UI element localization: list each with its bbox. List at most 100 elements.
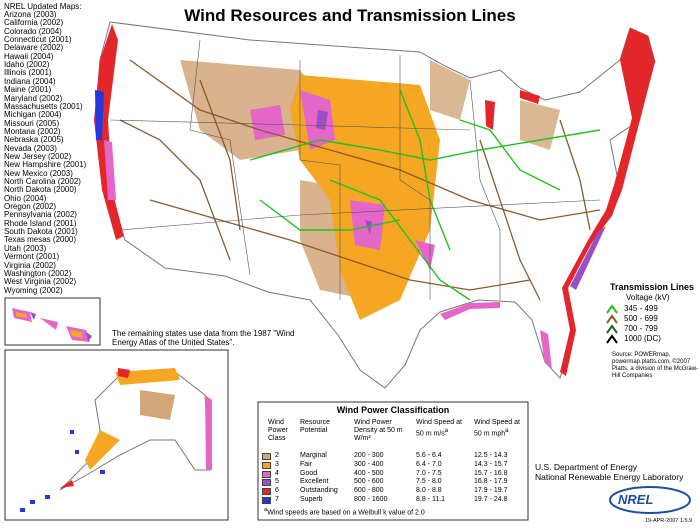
table-cell: Outstanding bbox=[300, 487, 338, 495]
state-entry: Idaho (2002) bbox=[4, 60, 50, 70]
footnote-ref: a bbox=[505, 428, 509, 434]
table-cell: 16.8 - 17.9 bbox=[474, 478, 508, 486]
state-entry: Utah (2003) bbox=[4, 243, 47, 253]
table-cell: 6.4 - 7.0 bbox=[416, 460, 442, 468]
agency: U.S. Department of Energy bbox=[535, 462, 638, 472]
table-header: Wind Speed at 50 m m/sa bbox=[416, 419, 462, 438]
table-cell: 17.9 - 19.7 bbox=[474, 487, 508, 495]
state-entry: West Virginia (2002) bbox=[4, 277, 77, 287]
map-title: Wind Resources and Transmission Lines bbox=[184, 6, 516, 25]
state-entry: New Jersey (2002) bbox=[4, 151, 72, 161]
legend-item: 500 - 699 bbox=[624, 314, 658, 323]
class-swatch bbox=[262, 497, 271, 504]
state-entry: Maryland (2002) bbox=[4, 93, 63, 103]
state-entry: Texas mesas (2000) bbox=[4, 235, 77, 245]
table-box bbox=[257, 401, 529, 521]
list-title: NREL Updated Maps: bbox=[4, 2, 82, 11]
table-cell: 800 - 1600 bbox=[354, 496, 388, 503]
footnote-mark: a bbox=[264, 507, 268, 513]
logo-text: NREL bbox=[618, 492, 654, 507]
state-entry: Rhode Island (2001) bbox=[4, 218, 77, 228]
state-entry: Connecticut (2001) bbox=[4, 35, 72, 45]
state-entry: Arizona (2003) bbox=[4, 10, 57, 19]
table-cell: 6 bbox=[275, 487, 279, 495]
state-entry: New Mexico (2003) bbox=[4, 168, 73, 178]
state-entry: New Hampshire (2001) bbox=[4, 160, 87, 170]
table-cell: 7.5 - 8.0 bbox=[416, 478, 442, 486]
table-cell: 3 bbox=[275, 460, 279, 468]
table-title: Wind Power Classification bbox=[336, 405, 450, 415]
table-header: Resource Potential bbox=[300, 419, 330, 434]
state-entry: Colorado (2004) bbox=[4, 26, 62, 36]
state-entry: Maine (2001) bbox=[4, 85, 52, 95]
state-entry: Missouri (2005) bbox=[4, 118, 60, 128]
state-entry: North Dakota (2000) bbox=[4, 185, 77, 195]
table-cell: 2 bbox=[275, 452, 279, 459]
legend-item: 700 - 799 bbox=[624, 324, 658, 333]
state-entry: Illinois (2001) bbox=[4, 68, 52, 78]
table-cell: 19.7 - 24.8 bbox=[474, 496, 508, 503]
contiguous-us bbox=[94, 21, 656, 389]
state-entry: Oregon (2002) bbox=[4, 202, 57, 212]
table-cell: 5.6 - 6.4 bbox=[416, 452, 442, 459]
table-cell: 12.5 - 14.3 bbox=[474, 452, 508, 459]
remaining-note: The remaining states use data from the 1… bbox=[112, 329, 295, 347]
table-cell: 7 bbox=[275, 496, 279, 503]
alaska-inset bbox=[4, 349, 229, 521]
table-cell: 5 bbox=[275, 478, 279, 486]
state-entry: Ohio (2004) bbox=[4, 193, 47, 203]
legend-title: Transmission Lines bbox=[610, 282, 695, 292]
state-entry: Indiana (2004) bbox=[4, 76, 56, 86]
table-cell: 4 bbox=[275, 469, 279, 477]
nrel-logo bbox=[609, 486, 691, 514]
class-swatch bbox=[262, 488, 271, 496]
state-entry: Montana (2002) bbox=[4, 126, 61, 136]
state-entry: Washington (2002) bbox=[4, 268, 72, 278]
date: 19-APR-2007 1.5.9 bbox=[645, 518, 693, 524]
state-entry: Wyoming (2002) bbox=[4, 285, 63, 295]
table-cell: 8.8 - 11.1 bbox=[416, 496, 446, 503]
legend-item: 345 - 499 bbox=[624, 304, 658, 313]
table-cell: 300 - 400 bbox=[354, 460, 384, 468]
lab: National Renewable Energy Laboratory bbox=[535, 472, 684, 482]
table-cell: 14.3 - 15.7 bbox=[474, 460, 508, 468]
state-entry: Nebraska (2005) bbox=[4, 135, 64, 145]
table-header: Wind Power Density at 50 m W/m² bbox=[354, 419, 403, 442]
table-cell: Excellent bbox=[300, 478, 329, 486]
table-cell: 15.7 - 16.8 bbox=[474, 469, 508, 477]
class-swatch bbox=[262, 479, 271, 487]
table-cell: 400 - 500 bbox=[354, 469, 384, 477]
hawaii-inset bbox=[4, 297, 101, 346]
footnote-ref: a bbox=[444, 428, 449, 434]
state-entry: North Carolina (2002) bbox=[4, 177, 81, 186]
transmission-legend-lines bbox=[606, 304, 618, 344]
state-entry: Vermont (2001) bbox=[4, 252, 60, 262]
table-header: Wind Speed at 50 m mpha bbox=[474, 419, 520, 438]
state-entry: Michigan (2004) bbox=[4, 110, 62, 120]
table-cell: 8.0 - 8.8 bbox=[416, 487, 442, 495]
state-entry: Delaware (2002) bbox=[4, 43, 64, 53]
table-cell: Good bbox=[300, 469, 318, 477]
state-entry: Hawaii (2004) bbox=[4, 51, 54, 61]
state-entry: Pennsylvania (2002) bbox=[4, 210, 77, 220]
table-cell: Marginal bbox=[300, 452, 327, 459]
state-entry: Nevada (2003) bbox=[4, 143, 57, 153]
table-cell: 7.0 - 7.5 bbox=[416, 469, 442, 477]
footnote-text: Wind speeds are based on a Weibull k val… bbox=[267, 509, 425, 517]
legend-subtitle: Voltage (kV) bbox=[626, 293, 670, 302]
state-entry: Virginia (2002) bbox=[4, 260, 56, 270]
class-swatch bbox=[262, 461, 271, 469]
class-swatch bbox=[262, 470, 271, 478]
table-cell: 500 - 600 bbox=[354, 478, 384, 486]
state-entry: South Dakota (2001) bbox=[4, 227, 78, 237]
legend-item: 1000 (DC) bbox=[624, 334, 661, 343]
state-entry: California (2002) bbox=[4, 18, 64, 28]
table-cell: 600 - 800 bbox=[354, 487, 384, 495]
state-entry: Massachusetts (2001) bbox=[4, 101, 83, 111]
footnote: aWind speeds are based on a Weibull k va… bbox=[264, 507, 425, 516]
class-swatch bbox=[262, 453, 271, 460]
source: Source: POWERmap, powermap.platts.com, ©… bbox=[612, 352, 699, 379]
table-cell: 200 - 300 bbox=[354, 452, 384, 459]
table-cell: Fair bbox=[300, 460, 313, 468]
